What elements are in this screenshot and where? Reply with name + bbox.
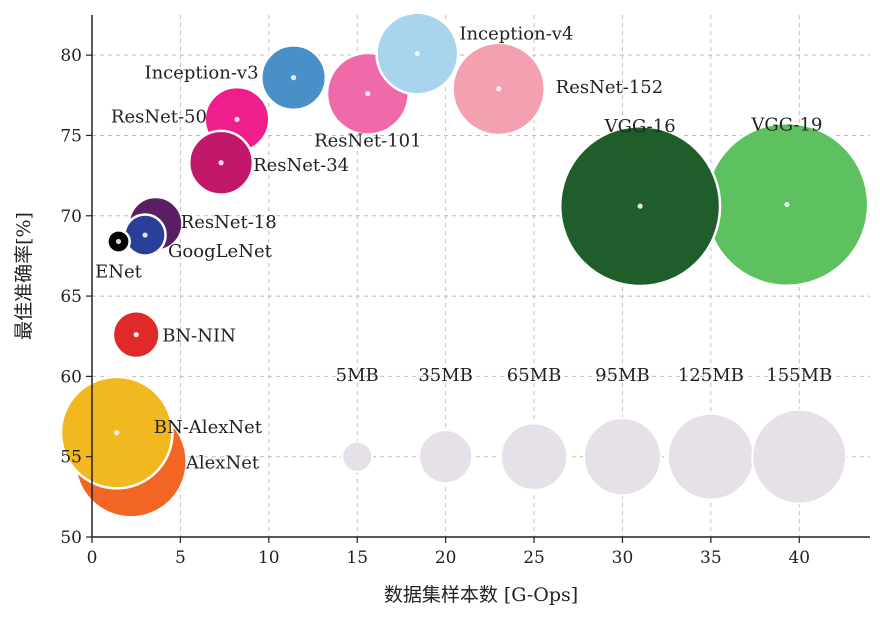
legend-label-125mb: 125MB xyxy=(678,365,744,386)
x-tick-label: 30 xyxy=(612,548,634,568)
legend-bubble-95mb xyxy=(582,417,662,497)
axes xyxy=(91,15,870,538)
x-tick-label: 0 xyxy=(87,548,98,568)
y-axis-title: 最佳准确率[%] xyxy=(13,212,35,340)
y-tick-label: 65 xyxy=(60,287,82,307)
y-tick-label: 60 xyxy=(60,367,82,387)
x-axis-title: 数据集样本数 [G-Ops] xyxy=(384,584,578,606)
bubble-center-dot xyxy=(496,86,502,92)
bubble-center-dot xyxy=(133,332,139,338)
label-inception-v3: Inception-v3 xyxy=(144,63,258,84)
label-resnet-34: ResNet-34 xyxy=(253,155,349,176)
label-resnet-101: ResNet-101 xyxy=(314,131,422,152)
label-vgg-16: VGG-16 xyxy=(604,116,676,137)
label-bn-nin: BN-NIN xyxy=(162,326,236,347)
label-resnet-50: ResNet-50 xyxy=(111,106,207,127)
x-tick-label: 5 xyxy=(175,548,186,568)
label-alexnet: AlexNet xyxy=(185,453,260,474)
y-tick-label: 50 xyxy=(60,528,82,548)
x-tick-label: 20 xyxy=(435,548,457,568)
x-tick-label: 10 xyxy=(258,548,280,568)
bubble-center-dot xyxy=(784,201,790,208)
legend-label-5mb: 5MB xyxy=(336,365,379,386)
legend-label-95mb: 95MB xyxy=(595,365,650,386)
legend-bubble-35mb xyxy=(418,429,474,485)
x-tick-label: 15 xyxy=(346,548,368,568)
legend-bubble-65mb xyxy=(499,422,569,491)
label-googlenet: GoogLeNet xyxy=(168,241,273,262)
legend-label-155mb: 155MB xyxy=(766,365,832,386)
axis-ticks: 0 5 10 15 20 25 30 35 40 50 55 60 65 70 75 80 xyxy=(60,46,810,568)
y-tick-label: 75 xyxy=(60,126,82,146)
bubble-center-dot xyxy=(637,203,643,209)
bubble-labels: AlexNet BN-AlexNet BN-NIN ENet GoogLeNet ResN… xyxy=(95,24,822,474)
bubble-center-dot xyxy=(218,160,224,166)
x-tick-label: 40 xyxy=(788,548,810,568)
bubble-center-dot xyxy=(365,91,371,97)
bubble-center-dot xyxy=(115,238,122,245)
legend-label-35mb: 35MB xyxy=(418,365,473,386)
label-resnet-152: ResNet-152 xyxy=(556,77,664,98)
x-tick-label: 25 xyxy=(523,548,545,568)
y-tick-label: 80 xyxy=(60,46,82,66)
bubble-center-dot xyxy=(114,430,120,436)
legend-bubble-5mb xyxy=(341,440,374,473)
bubble-center-dot xyxy=(142,232,148,238)
label-inception-v4: Inception-v4 xyxy=(459,24,573,45)
label-bn-alexnet: BN-AlexNet xyxy=(154,417,263,438)
bubble-center-dot xyxy=(414,50,420,57)
y-tick-label: 70 xyxy=(60,207,82,227)
label-enet: ENet xyxy=(95,261,143,282)
label-resnet-18: ResNet-18 xyxy=(181,212,277,233)
legend-label-65mb: 65MB xyxy=(507,365,562,386)
bubbles xyxy=(59,11,870,519)
size-legend: 5MB 35MB 65MB 95MB 125MB 155MB xyxy=(336,365,848,505)
x-tick-label: 35 xyxy=(700,548,722,568)
label-vgg-19: VGG-19 xyxy=(750,115,822,136)
legend-bubble-125mb xyxy=(666,412,755,501)
y-tick-label: 55 xyxy=(60,448,82,468)
legend-bubble-155mb xyxy=(751,408,848,505)
bubble-center-dot xyxy=(290,75,297,81)
bubble-center-dot xyxy=(234,116,240,122)
